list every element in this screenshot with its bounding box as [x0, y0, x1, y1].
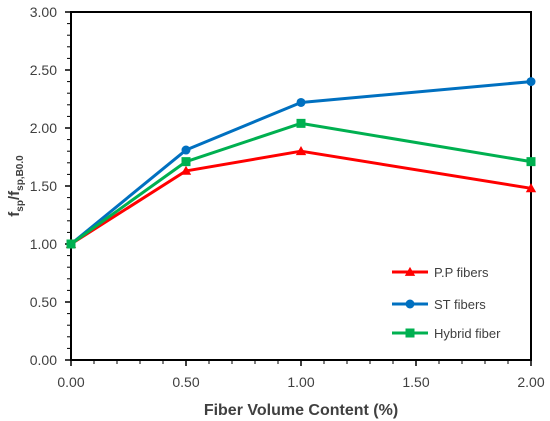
series-line — [70, 149, 532, 246]
legend-marker — [405, 328, 415, 338]
x-tick-label: 0.00 — [57, 374, 84, 390]
legend-marker — [405, 299, 415, 309]
x-tick-label: 0.50 — [172, 374, 199, 390]
data-point-marker — [180, 165, 192, 175]
legend-marker — [404, 266, 416, 276]
data-point-marker — [181, 145, 191, 155]
y-tick-label: 1.00 — [30, 236, 57, 252]
y-tick-label: 0.50 — [30, 294, 57, 310]
legend-label: P.P fibers — [434, 265, 489, 280]
legend-item: Hybrid fiber — [392, 326, 501, 341]
ylabel-subscript: sp,B0.0 — [15, 155, 26, 191]
series-line — [70, 121, 532, 246]
data-point-marker — [181, 157, 191, 167]
y-tick-label: 3.00 — [30, 4, 57, 20]
ylabel-text: /f — [6, 190, 23, 200]
series-line — [70, 80, 532, 246]
y-tick-label: 0.00 — [30, 352, 57, 368]
data-point-marker — [296, 97, 306, 107]
y-axis-label: fsp/fsp,B0.0 — [6, 155, 26, 217]
y-tick-label: 2.50 — [30, 62, 57, 78]
x-axis-label: Fiber Volume Content (%) — [204, 402, 398, 419]
ylabel-text: f — [6, 211, 23, 217]
x-tick-label: 1.50 — [402, 374, 429, 390]
axis-ticks — [65, 11, 532, 366]
data-point-marker — [295, 146, 307, 156]
series-layer — [65, 77, 537, 249]
data-point-marker — [526, 157, 536, 167]
data-point-marker — [66, 239, 76, 249]
plot-area — [70, 11, 532, 361]
legend-item: P.P fibers — [392, 265, 489, 280]
data-point-marker — [525, 183, 537, 193]
ylabel-subscript: sp — [15, 200, 26, 212]
legend-label: Hybrid fiber — [434, 326, 501, 341]
data-point-marker — [526, 77, 536, 87]
series-hybrid-fiber — [66, 118, 536, 249]
legend-label: ST fibers — [434, 297, 486, 312]
legend: P.P fibers ST fibers Hybrid fiber — [392, 265, 501, 341]
y-tick-label: 1.50 — [30, 178, 57, 194]
x-tick-label: 2.00 — [517, 374, 544, 390]
data-point-marker — [296, 118, 306, 128]
x-tick-label: 1.00 — [287, 374, 314, 390]
y-tick-label: 2.00 — [30, 120, 57, 136]
tick-labels: 0.00 0.50 1.00 1.50 2.00 0.00 0.50 1.00 1.50 2.00… — [30, 4, 545, 390]
legend-item: ST fibers — [392, 297, 486, 312]
